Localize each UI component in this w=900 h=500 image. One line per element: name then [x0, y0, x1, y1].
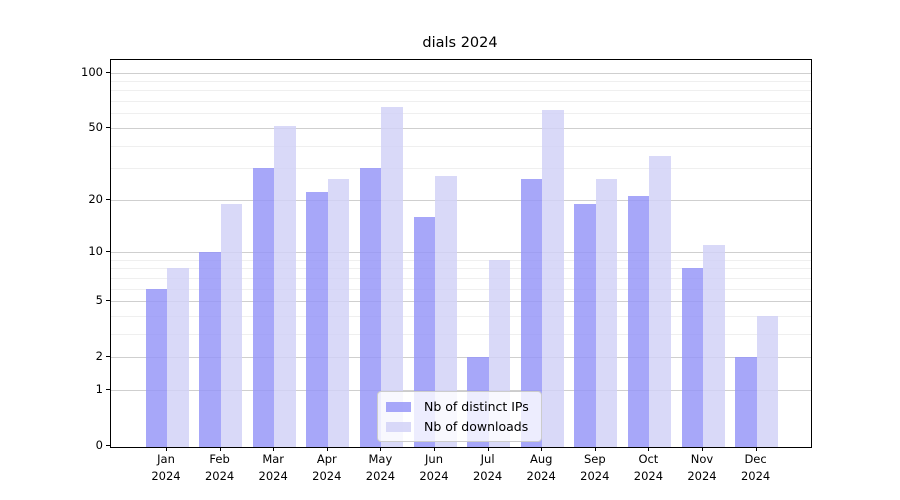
gridline-minor-3: [111, 333, 811, 335]
bar-sep-nb-of-distinct-ips: [574, 203, 596, 447]
legend: Nb of distinct IPs Nb of downloads: [377, 391, 542, 442]
x-tick-year: 2024: [740, 468, 771, 483]
x-tick-month: Aug: [529, 452, 553, 466]
gridline-major-20: [111, 199, 811, 201]
bar-jan-nb-of-distinct-ips: [145, 288, 167, 447]
legend-item-downloads: Nb of downloads: [386, 419, 529, 434]
y-tick-label-5: 5: [95, 293, 103, 307]
x-tick-label-sep: Sep 2024: [563, 451, 627, 484]
x-tick-month: Jan: [157, 452, 175, 466]
x-tick-year: 2024: [419, 468, 449, 483]
x-tick-label-oct: Oct 2024: [616, 451, 680, 484]
x-tick-month: Feb: [209, 452, 230, 466]
gridline-minor-6: [111, 288, 811, 290]
x-tick-month: May: [368, 452, 393, 466]
x-tick-month: Dec: [744, 452, 767, 466]
x-tick-label-jun: Jun 2024: [402, 451, 466, 484]
gridline-minor-40: [111, 145, 811, 147]
gridline-major-10: [111, 252, 811, 253]
x-tick-label-may: May 2024: [348, 451, 412, 484]
gridline-major-100: [111, 72, 811, 74]
bar-sep-nb-of-downloads: [595, 179, 618, 447]
plot-area: Nb of distinct IPs Nb of downloads: [110, 59, 812, 448]
bar-mar-nb-of-distinct-ips: [252, 168, 275, 447]
x-tick-label-jul: Jul 2024: [456, 451, 520, 484]
x-tick-month: Nov: [690, 452, 714, 466]
x-tick-month: Jul: [480, 452, 495, 466]
chart-title: dials 2024: [422, 35, 498, 51]
legend-swatch-distinct-ips: [386, 401, 411, 412]
x-tick-label-aug: Aug 2024: [509, 451, 573, 484]
bar-may-nb-of-downloads: [381, 107, 403, 447]
legend-label-downloads: Nb of downloads: [424, 419, 529, 434]
x-tick-label-jan: Jan 2024: [134, 451, 198, 484]
bar-feb-nb-of-downloads: [220, 203, 243, 447]
y-tick-label-10: 10: [88, 244, 103, 258]
gridline-minor-8: [111, 268, 811, 270]
bar-dec-nb-of-distinct-ips: [735, 357, 757, 447]
x-tick-label-mar: Mar 2024: [241, 451, 305, 484]
bar-aug-nb-of-distinct-ips: [520, 179, 543, 447]
bar-apr-nb-of-distinct-ips: [306, 192, 328, 447]
bar-jan-nb-of-downloads: [167, 268, 189, 447]
legend-swatch-downloads: [386, 421, 411, 432]
y-tick-label-50: 50: [88, 119, 103, 134]
bar-dec-nb-of-downloads: [756, 315, 779, 447]
gridline-minor-90: [111, 81, 811, 82]
gridline-minor-80: [111, 90, 811, 92]
bar-nov-nb-of-distinct-ips: [681, 268, 703, 447]
bar-apr-nb-of-downloads: [327, 179, 350, 447]
bar-jun-nb-of-distinct-ips: [413, 216, 435, 447]
x-tick-year: 2024: [151, 468, 181, 483]
y-tick-label-0: 0: [95, 438, 103, 452]
gridline-major-2: [111, 357, 811, 359]
x-tick-year: 2024: [580, 468, 610, 483]
x-tick-label-apr: Apr 2024: [295, 451, 359, 484]
x-tick-label-dec: Dec 2024: [724, 451, 788, 484]
x-tick-month: Jun: [425, 452, 443, 466]
x-tick-year: 2024: [687, 468, 717, 483]
x-tick-month: Sep: [583, 452, 606, 466]
bar-jun-nb-of-downloads: [435, 176, 457, 447]
y-tick-label-1: 1: [95, 381, 103, 396]
x-tick-label-nov: Nov 2024: [670, 451, 734, 484]
gridline-minor-30: [111, 168, 811, 170]
x-tick-year: 2024: [633, 468, 664, 483]
bar-nov-nb-of-downloads: [703, 244, 725, 447]
bar-oct-nb-of-distinct-ips: [627, 195, 650, 447]
gridline-major-1: [111, 389, 811, 391]
x-tick-month: Mar: [262, 452, 285, 466]
bar-aug-nb-of-downloads: [542, 109, 564, 447]
y-tick-label-100: 100: [81, 64, 103, 79]
gridline-minor-70: [111, 101, 811, 103]
gridline-major-5: [111, 301, 811, 302]
x-tick-label-feb: Feb 2024: [188, 451, 252, 484]
x-tick-year: 2024: [312, 468, 342, 483]
x-tick-year: 2024: [526, 468, 556, 483]
bar-may-nb-of-distinct-ips: [359, 168, 382, 447]
gridline-minor-4: [111, 315, 811, 317]
bar-mar-nb-of-downloads: [274, 126, 296, 447]
gridline-major-50: [111, 127, 811, 129]
bar-feb-nb-of-distinct-ips: [199, 252, 221, 447]
x-tick-month: Oct: [638, 452, 659, 466]
y-tick-label-2: 2: [95, 349, 103, 364]
x-tick-month: Apr: [316, 452, 337, 466]
bar-oct-nb-of-downloads: [649, 156, 671, 447]
legend-label-distinct-ips: Nb of distinct IPs: [424, 399, 529, 414]
gridline-minor-9: [111, 259, 811, 261]
x-tick-year: 2024: [204, 468, 235, 483]
gridline-minor-7: [111, 277, 811, 279]
y-tick-label-20: 20: [88, 191, 103, 206]
x-tick-year: 2024: [472, 468, 503, 483]
x-tick-year: 2024: [365, 468, 396, 483]
legend-item-distinct-ips: Nb of distinct IPs: [386, 399, 529, 414]
gridline-minor-60: [111, 113, 811, 115]
x-tick-year: 2024: [258, 468, 288, 483]
